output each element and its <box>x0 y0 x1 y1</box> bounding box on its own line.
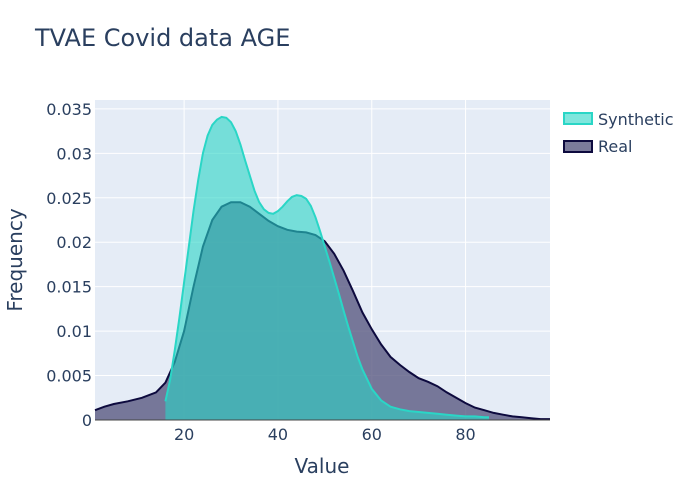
y-tick-labels: 0 0.005 0.01 0.015 0.02 0.025 0.03 0.035 <box>46 100 92 430</box>
line-synthetic[interactable] <box>164 115 489 419</box>
x-axis-title: Value <box>295 454 350 478</box>
legend[interactable]: Synthetic Real <box>563 110 674 156</box>
y-tick-label: 0.035 <box>46 100 92 119</box>
legend-item-synthetic[interactable]: Synthetic <box>563 110 674 129</box>
legend-item-real[interactable]: Real <box>563 137 633 156</box>
y-tick-label: 0.025 <box>46 189 92 208</box>
y-axis-title: Frequency <box>3 208 27 311</box>
area-synthetic[interactable] <box>165 116 489 421</box>
legend-label-synthetic: Synthetic <box>598 110 674 129</box>
x-tick-label: 80 <box>455 425 475 444</box>
y-tick-label: 0.03 <box>56 144 92 163</box>
x-tick-label: 60 <box>362 425 382 444</box>
x-tick-label: 40 <box>268 425 288 444</box>
x-tick-label: 20 <box>174 425 194 444</box>
legend-label-real: Real <box>598 137 633 156</box>
y-tick-label: 0 <box>82 411 92 430</box>
x-tick-labels: 20 40 60 80 <box>174 425 476 444</box>
y-tick-label: 0.015 <box>46 278 92 297</box>
legend-swatch-synthetic <box>563 112 593 125</box>
chart-title: TVAE Covid data AGE <box>35 24 291 52</box>
legend-swatch-real <box>563 140 593 153</box>
series-layer <box>94 115 550 421</box>
y-tick-label: 0.01 <box>56 322 92 341</box>
y-tick-label: 0.005 <box>46 367 92 386</box>
y-tick-label: 0.02 <box>56 233 92 252</box>
